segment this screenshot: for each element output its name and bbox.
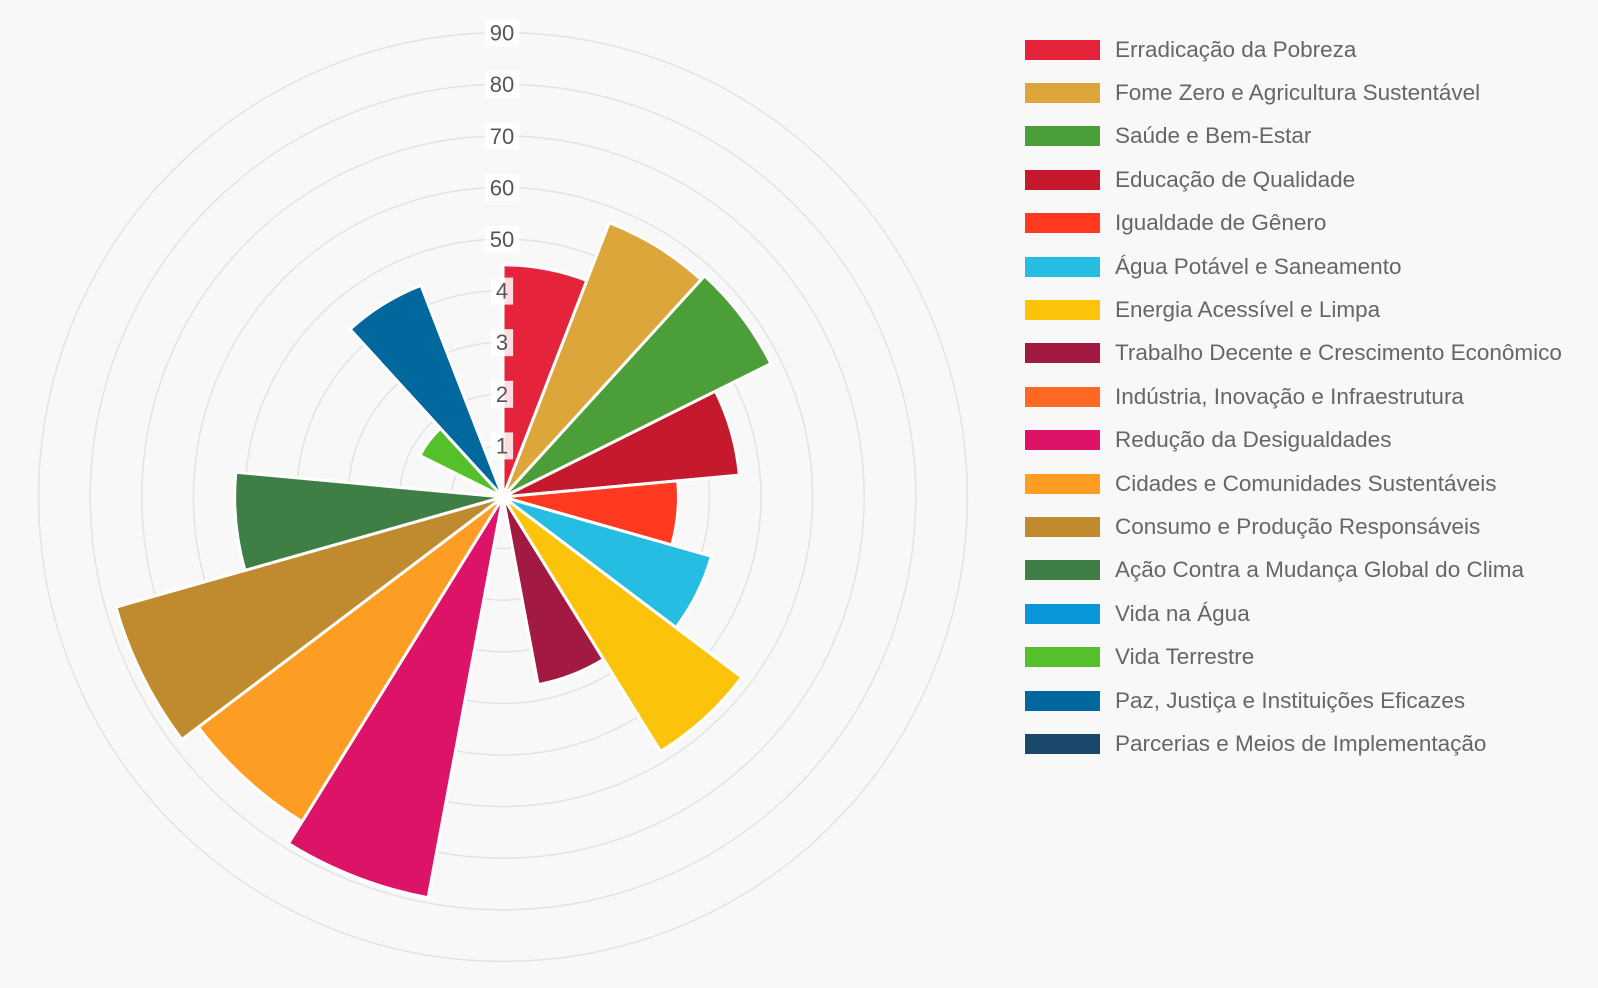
sectors <box>114 221 773 900</box>
r-tick: 60 <box>484 174 520 202</box>
legend-swatch <box>1025 516 1100 537</box>
legend-item[interactable]: Igualdade de Gênero <box>1025 202 1595 245</box>
legend-label: Saúde e Bem-Estar <box>1115 123 1312 149</box>
r-tick-backdrop <box>484 19 520 47</box>
sector-10[interactable] <box>286 495 505 900</box>
r-tick: 3 <box>490 329 514 357</box>
sector-12[interactable] <box>114 495 505 742</box>
r-tick-label: 70 <box>490 124 514 149</box>
legend-swatch <box>1025 430 1100 451</box>
r-tick-label: 50 <box>490 227 514 252</box>
legend-label: Educação de Qualidade <box>1115 166 1356 192</box>
legend-swatch <box>1025 647 1100 668</box>
legend-swatch <box>1025 83 1100 104</box>
legend-label: Igualdade de Gênero <box>1115 210 1327 236</box>
legend-swatch <box>1025 733 1100 754</box>
legend-item[interactable]: Erradicação da Pobreza <box>1025 28 1595 71</box>
legend-swatch <box>1025 256 1100 277</box>
r-tick-label: 4 <box>496 279 508 304</box>
r-tick-label: 2 <box>496 382 508 407</box>
legend-item[interactable]: Energia Acessível e Limpa <box>1025 288 1595 331</box>
sector-8[interactable] <box>501 495 606 687</box>
sector-4[interactable] <box>501 389 741 499</box>
r-tick-backdrop <box>490 380 514 408</box>
legend-label: Indústria, Inovação e Infraestrutura <box>1115 383 1464 409</box>
r-tick-backdrop <box>484 71 520 99</box>
legend-item[interactable]: Trabalho Decente e Crescimento Econômico <box>1025 332 1595 375</box>
legend-swatch <box>1025 126 1100 147</box>
sector-13[interactable] <box>233 470 505 572</box>
legend-swatch <box>1025 690 1100 711</box>
r-tick-label: 90 <box>490 21 514 46</box>
r-tick-label: 60 <box>490 175 514 200</box>
legend-item[interactable]: Vida na Água <box>1025 592 1595 635</box>
legend-swatch <box>1025 300 1100 321</box>
legend-item[interactable]: Redução da Desigualdades <box>1025 419 1595 462</box>
r-tick: 4 <box>490 277 514 305</box>
legend-swatch <box>1025 39 1100 60</box>
legend-item[interactable]: Paz, Justiça e Instituições Eficazes <box>1025 679 1595 722</box>
legend-item[interactable]: Consumo e Produção Responsáveis <box>1025 505 1595 548</box>
legend-swatch <box>1025 603 1100 624</box>
r-tick-backdrop <box>490 277 514 305</box>
r-tick: 2 <box>490 380 514 408</box>
r-tick: 50 <box>484 226 520 253</box>
legend-swatch <box>1025 560 1100 581</box>
legend-swatch <box>1025 343 1100 364</box>
legend-item[interactable]: Saúde e Bem-Estar <box>1025 115 1595 158</box>
radial-tick-labels: 1 2 3 4 50 60 70 80 90 <box>484 19 520 460</box>
legend-item[interactable]: Cidades e Comunidades Sustentáveis <box>1025 462 1595 505</box>
r-tick-label: 1 <box>496 433 508 458</box>
legend-item[interactable]: Ação Contra a Mudança Global do Clima <box>1025 549 1595 592</box>
legend-label: Água Potável e Saneamento <box>1115 253 1402 279</box>
r-tick-label: 80 <box>490 72 514 97</box>
sector-11[interactable] <box>196 495 505 824</box>
legend-label: Paz, Justiça e Instituições Eficazes <box>1115 687 1466 713</box>
legend-label: Redução da Desigualdades <box>1115 427 1392 453</box>
legend-label: Consumo e Produção Responsáveis <box>1115 513 1481 539</box>
legend-swatch <box>1025 169 1100 190</box>
legend: Erradicação da Pobreza Fome Zero e Agricu… <box>1025 28 1595 766</box>
r-tick-backdrop <box>490 329 514 357</box>
legend-item[interactable]: Educação de Qualidade <box>1025 158 1595 201</box>
r-tick: 90 <box>484 19 520 47</box>
r-tick-backdrop <box>484 226 520 253</box>
legend-swatch <box>1025 386 1100 407</box>
r-tick-backdrop <box>484 174 520 202</box>
r-tick: 80 <box>484 71 520 99</box>
sector-3[interactable] <box>501 274 773 499</box>
legend-label: Vida Terrestre <box>1115 644 1255 670</box>
legend-label: Parcerias e Meios de Implementação <box>1115 730 1487 756</box>
legend-item[interactable]: Indústria, Inovação e Infraestrutura <box>1025 375 1595 418</box>
r-tick-backdrop <box>484 122 520 150</box>
legend-item[interactable]: Vida Terrestre <box>1025 635 1595 678</box>
r-tick: 70 <box>484 122 520 150</box>
r-tick-backdrop <box>490 432 514 460</box>
sector-7[interactable] <box>501 495 744 753</box>
legend-label: Fome Zero e Agricultura Sustentável <box>1115 80 1481 106</box>
r-tick-label: 3 <box>496 330 508 355</box>
legend-swatch <box>1025 213 1100 234</box>
legend-item[interactable]: Água Potável e Saneamento <box>1025 245 1595 288</box>
legend-label: Ação Contra a Mudança Global do Clima <box>1115 557 1524 583</box>
legend-label: Trabalho Decente e Crescimento Econômico <box>1115 340 1562 366</box>
sector-16[interactable] <box>348 283 505 499</box>
r-tick: 1 <box>490 432 514 460</box>
legend-label: Erradicação da Pobreza <box>1115 36 1357 62</box>
legend-item[interactable]: Fome Zero e Agricultura Sustentável <box>1025 71 1595 114</box>
legend-swatch <box>1025 473 1100 494</box>
legend-item[interactable]: Parcerias e Meios de Implementação <box>1025 722 1595 765</box>
polar-chart-canvas: 1 2 3 4 50 60 70 80 90 <box>37 19 969 963</box>
legend-label: Energia Acessível e Limpa <box>1115 297 1381 323</box>
legend-label: Cidades e Comunidades Sustentáveis <box>1115 470 1497 496</box>
legend-label: Vida na Água <box>1115 600 1250 626</box>
